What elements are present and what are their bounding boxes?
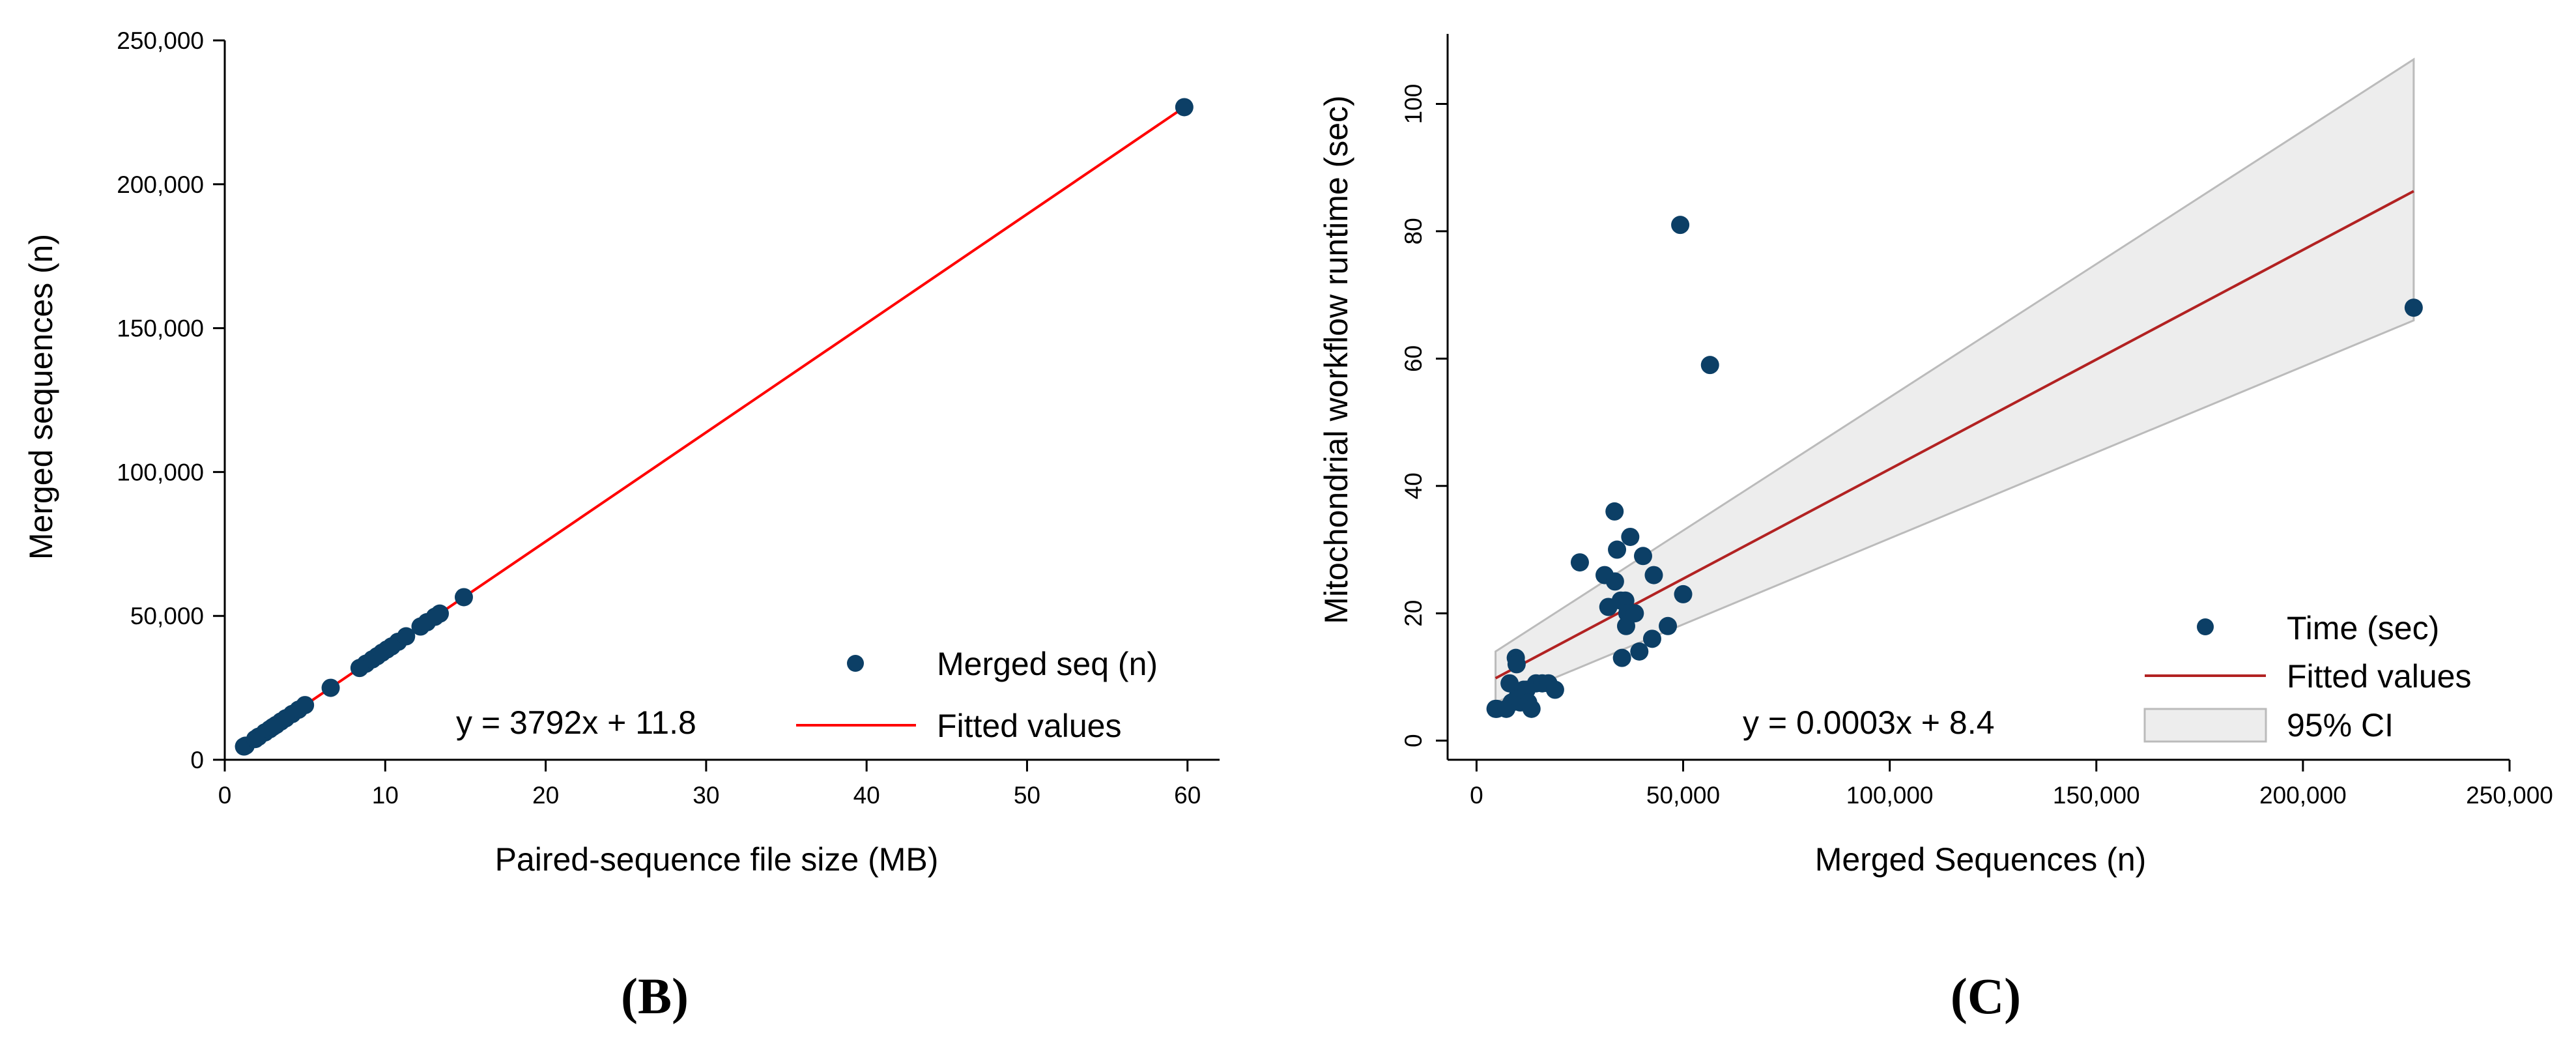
c-x-tick-label: 150,000 <box>2053 782 2140 809</box>
c-data-point <box>1659 616 1678 635</box>
c-data-point <box>1625 604 1644 623</box>
b-x-tick-label: 30 <box>693 782 719 809</box>
panel-label-b: (B) <box>621 968 689 1024</box>
b-y-ticks: 0 50,000 100,000 150,000 200,000 250,000 <box>117 27 225 773</box>
chart-panel-c: 0 50,000 100,000 150,000 200,000 250,000 0 20 4… <box>1318 34 2553 1024</box>
c-data-point <box>1621 527 1640 546</box>
c-y-tick-label: 40 <box>1400 472 1427 499</box>
c-data-point <box>1570 553 1589 572</box>
c-x-tick-label: 250,000 <box>2466 782 2553 809</box>
c-x-tick-label: 100,000 <box>1846 782 1934 809</box>
c-x-axis-title: Merged Sequences (n) <box>1815 841 2147 878</box>
c-data-point <box>1605 572 1624 591</box>
c-ci-band <box>1495 57 2415 704</box>
b-data-point <box>1175 98 1194 117</box>
c-legend-label-time: Time (sec) <box>2287 610 2439 646</box>
c-data-point <box>1605 502 1624 521</box>
c-data-point <box>1644 566 1663 584</box>
b-y-tick-label: 200,000 <box>117 171 204 198</box>
c-data-point <box>1642 629 1661 648</box>
b-x-tick-label: 10 <box>372 782 399 809</box>
c-y-tick-label: 100 <box>1400 84 1427 124</box>
c-legend-marker <box>2197 618 2214 635</box>
c-data-point <box>1522 699 1541 718</box>
c-legend-label-ci: 95% CI <box>2287 707 2394 743</box>
c-regression-equation: y = 0.0003x + 8.4 <box>1743 704 1994 741</box>
c-data-point <box>1633 547 1652 566</box>
c-data-point <box>1674 584 1693 603</box>
c-x-tick-label: 50,000 <box>1646 782 1720 809</box>
b-x-tick-label: 60 <box>1174 782 1201 809</box>
b-legend-label-merged: Merged seq (n) <box>937 646 1158 682</box>
c-y-ticks: 0 20 40 60 80 100 <box>1400 84 1448 747</box>
b-data-point <box>321 678 340 697</box>
c-y-tick-label: 20 <box>1400 600 1427 627</box>
c-y-tick-label: 0 <box>1400 734 1427 747</box>
b-x-tick-label: 20 <box>532 782 559 809</box>
c-y-axis-title: Mitochondrial workflow runtime (sec) <box>1318 95 1354 624</box>
c-points-layer <box>1486 216 2423 718</box>
b-y-tick-label: 50,000 <box>130 603 204 629</box>
c-data-point <box>1671 216 1690 235</box>
b-x-tick-label: 40 <box>853 782 880 809</box>
c-data-point <box>1612 648 1631 667</box>
c-axes <box>1446 34 2510 761</box>
c-fitted-line <box>1495 190 2414 680</box>
c-data-point <box>2404 298 2423 317</box>
b-data-point <box>296 696 315 715</box>
b-data-point <box>431 604 450 623</box>
b-y-tick-label: 250,000 <box>117 27 204 54</box>
b-y-tick-label: 100,000 <box>117 459 204 485</box>
b-legend-label-fitted: Fitted values <box>937 708 1121 744</box>
panel-label-c: (C) <box>1951 968 2021 1024</box>
b-y-axis-title: Merged sequences (n) <box>23 234 59 560</box>
b-x-ticks: 0 10 20 30 40 50 60 <box>218 760 1201 809</box>
c-data-point <box>1700 356 1719 375</box>
c-data-point <box>1630 642 1649 661</box>
c-y-tick-label: 60 <box>1400 345 1427 372</box>
b-x-axis-title: Paired-sequence file size (MB) <box>495 841 939 878</box>
c-data-point <box>1545 680 1564 699</box>
c-ci-layer <box>1495 57 2415 704</box>
b-legend-marker <box>847 655 864 672</box>
c-x-ticks: 0 50,000 100,000 150,000 200,000 250,000 <box>1470 760 2553 809</box>
b-regression-equation: y = 3792x + 11.8 <box>456 704 696 741</box>
chart-panel-b: 0 10 20 30 40 50 60 0 50,000 100,000 150,000 200,0… <box>23 27 1220 1024</box>
c-y-tick-label: 80 <box>1400 218 1427 244</box>
b-x-tick-label: 0 <box>218 782 232 809</box>
c-legend-ci-swatch <box>2143 708 2267 743</box>
c-x-tick-label: 0 <box>1470 782 1483 809</box>
b-data-point <box>454 588 473 607</box>
c-x-tick-label: 200,000 <box>2259 782 2347 809</box>
b-x-tick-label: 50 <box>1014 782 1040 809</box>
c-data-point <box>1608 540 1627 559</box>
c-fitted-layer <box>1495 190 2414 680</box>
b-axes <box>223 40 1220 761</box>
b-y-tick-label: 150,000 <box>117 315 204 342</box>
b-points-layer <box>235 98 1194 756</box>
c-legend-label-fitted: Fitted values <box>2287 658 2471 695</box>
b-y-tick-label: 0 <box>190 747 204 773</box>
c-data-point <box>1507 655 1526 674</box>
b-data-point <box>397 627 416 646</box>
